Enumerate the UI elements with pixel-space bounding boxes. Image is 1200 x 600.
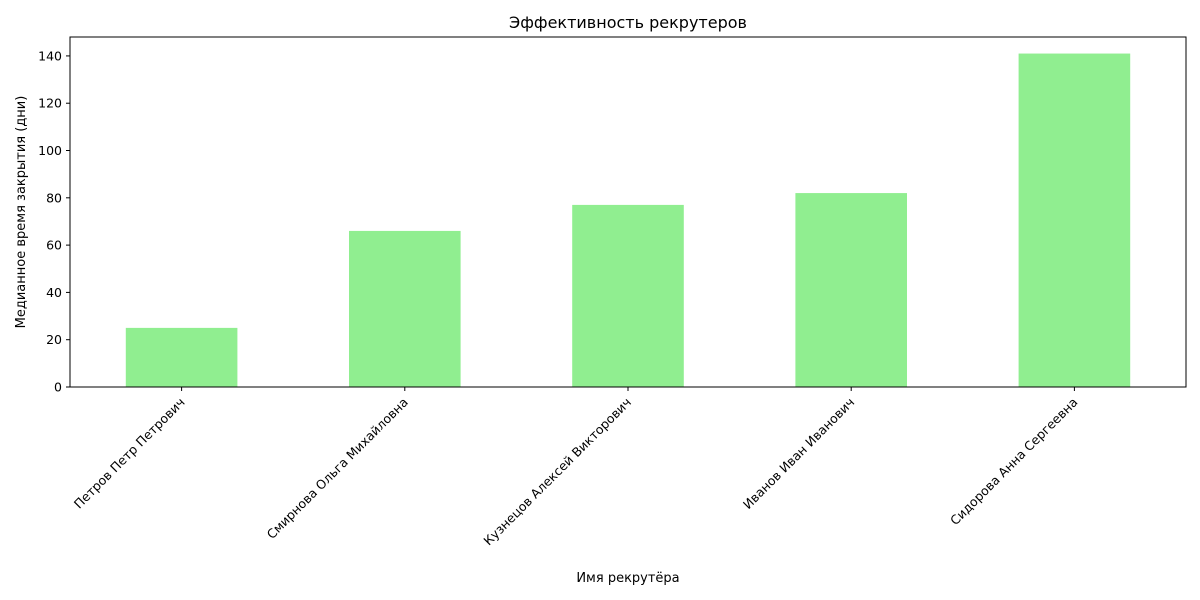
chart-title: Эффективность рекрутеров (509, 13, 747, 32)
y-tick-label: 120 (38, 96, 62, 111)
y-tick-label: 80 (46, 190, 62, 205)
x-ticks: Петров Петр Петрович Смирнова Ольга Михай… (71, 387, 1081, 548)
y-tick-label: 100 (38, 143, 62, 158)
y-tick-label: 0 (54, 380, 62, 395)
y-tick-label: 60 (46, 238, 62, 253)
y-tick-label: 140 (38, 48, 62, 63)
x-tick-label: Иванов Иван Иванович (740, 395, 857, 512)
x-tick-label: Смирнова Ольга Михайловна (264, 395, 411, 542)
y-ticks: 0 20 40 60 80 100 120 140 (38, 48, 70, 395)
bar-4 (795, 193, 907, 387)
bar-3 (572, 204, 684, 387)
bar-5 (1018, 53, 1131, 388)
x-tick-label: Петров Петр Петрович (71, 395, 188, 512)
y-tick-label: 40 (46, 285, 62, 300)
bars-layer (125, 53, 1131, 388)
y-tick-label: 20 (46, 332, 62, 347)
x-tick-label: Сидорова Анна Сергеевна (947, 395, 1080, 528)
bar-2 (349, 230, 461, 387)
bar-1 (125, 327, 238, 387)
y-axis-label: Медианное время закрытия (дни) (14, 96, 29, 329)
x-axis-label: Имя рекрутёра (576, 571, 679, 586)
x-tick-label: Кузнецов Алексей Викторович (480, 395, 634, 549)
